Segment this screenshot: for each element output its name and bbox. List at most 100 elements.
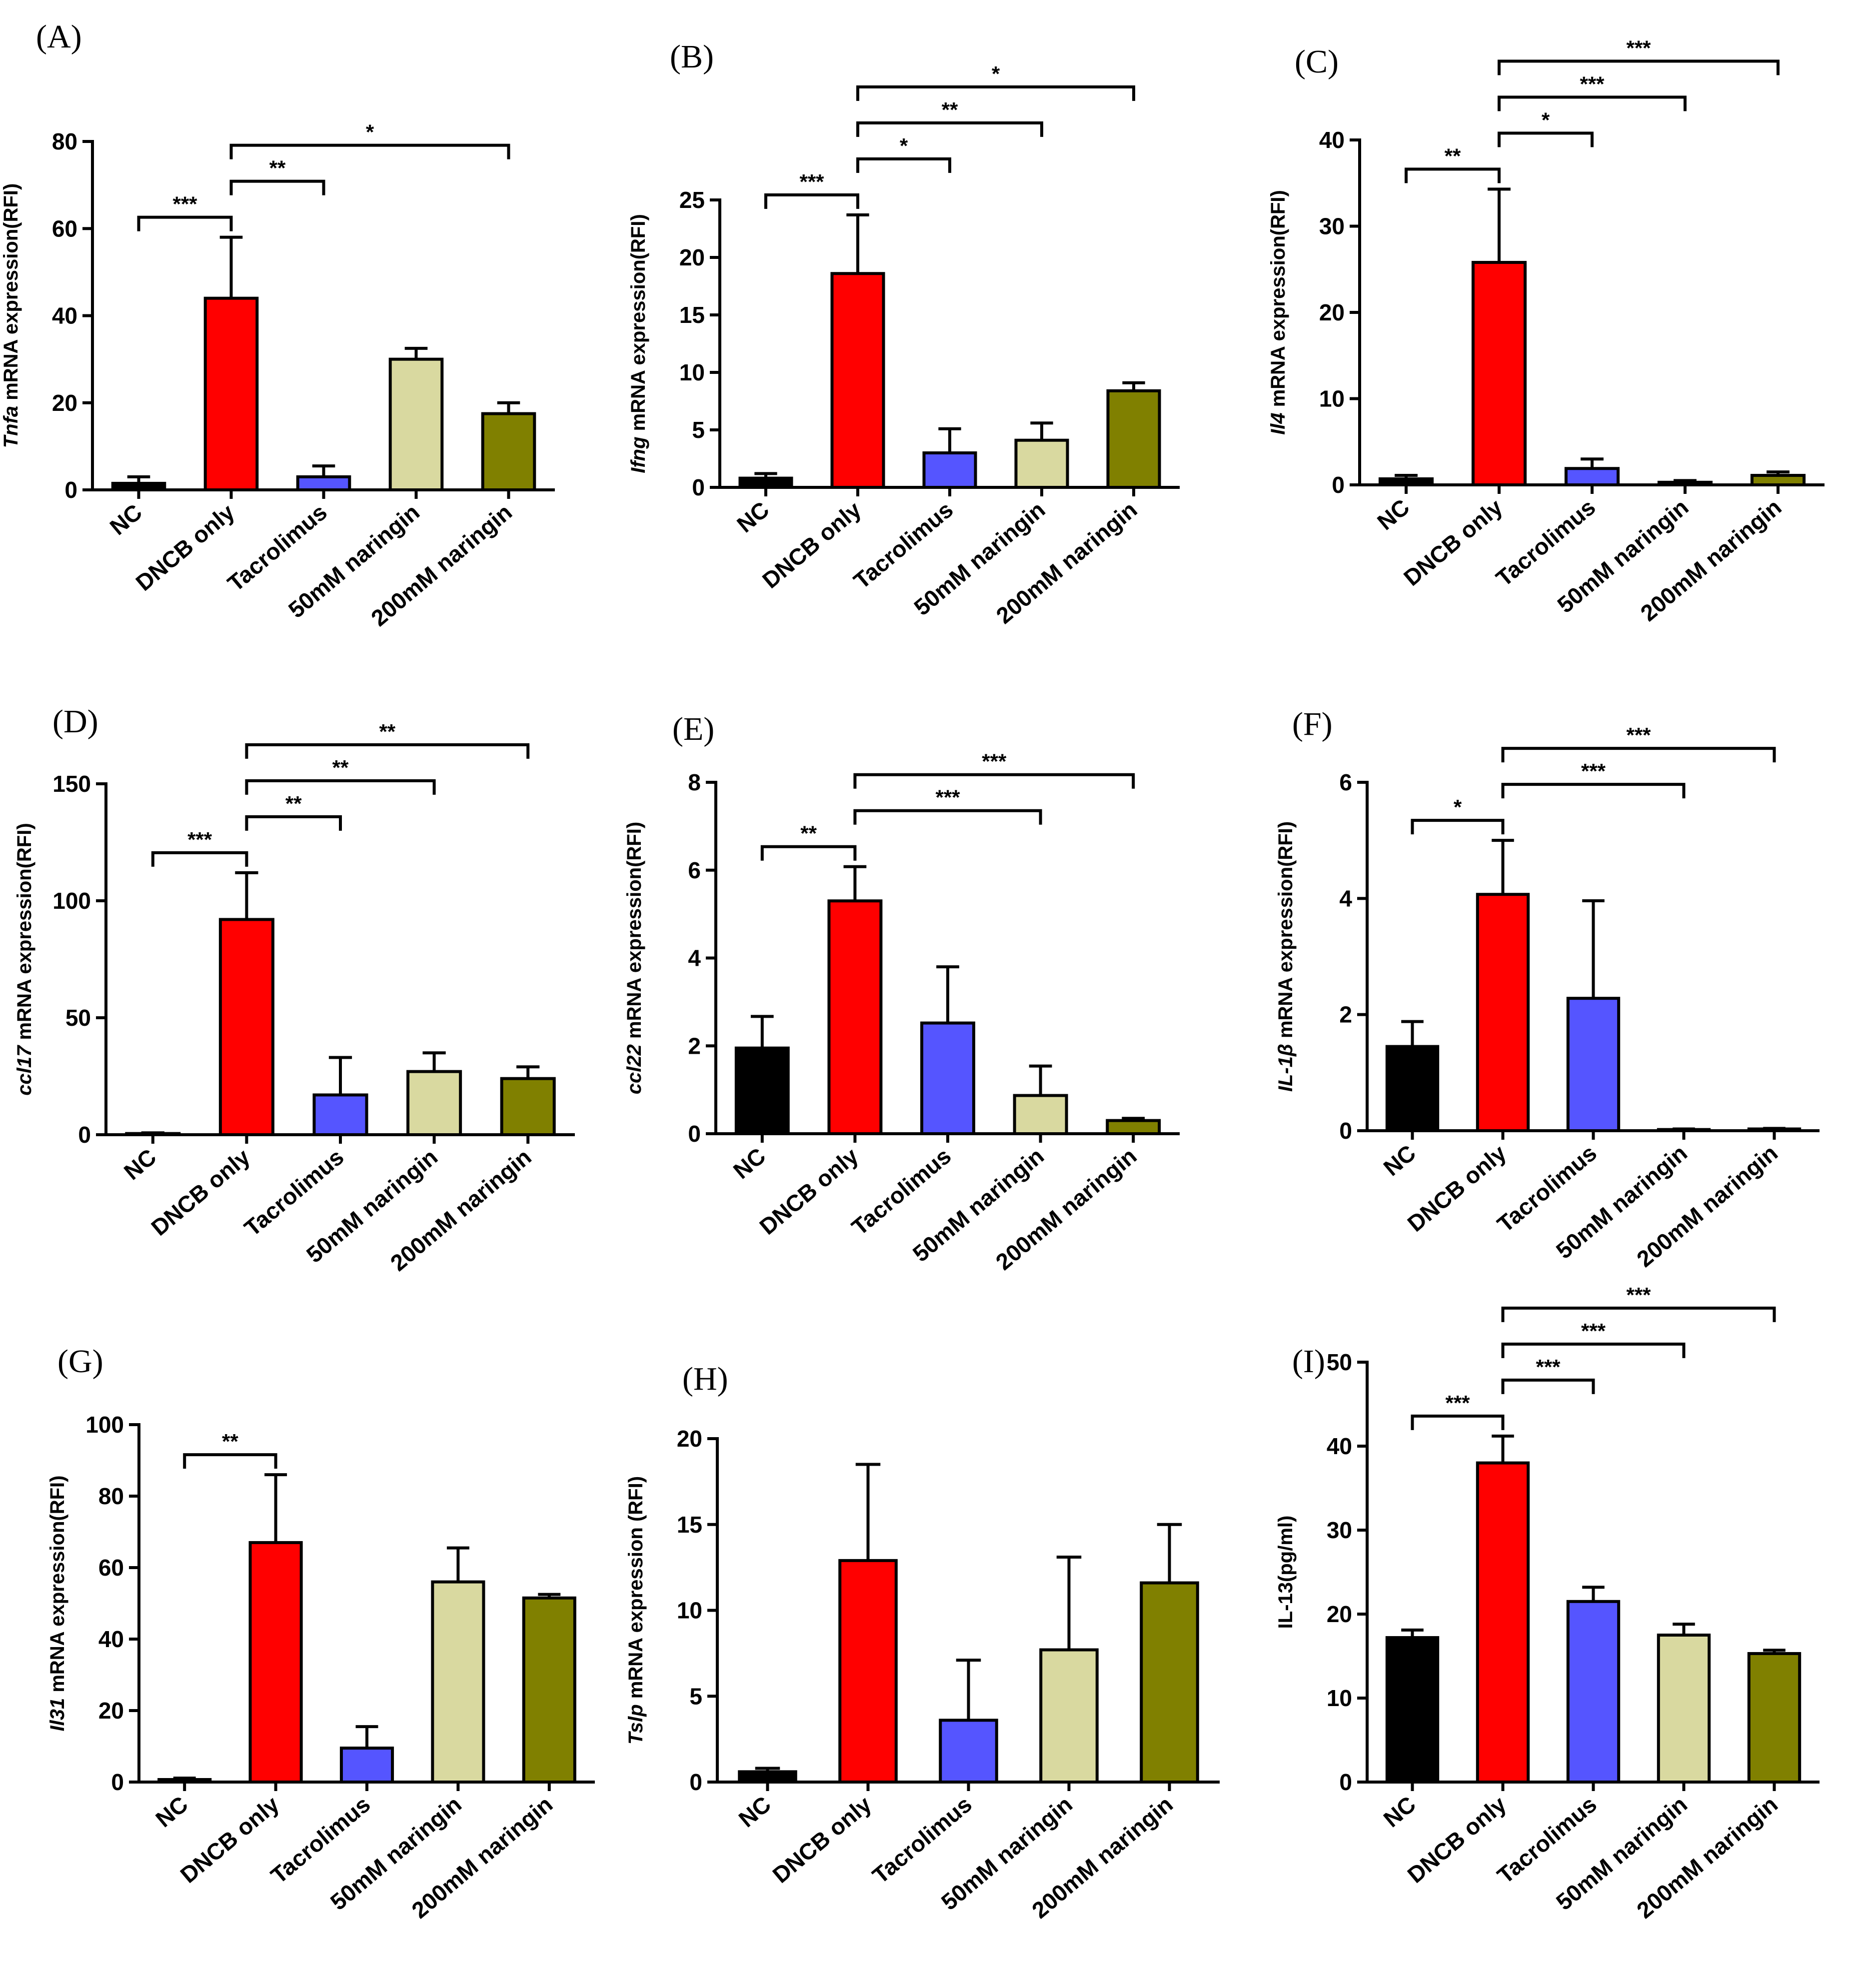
y-tick-label: 2	[688, 1033, 701, 1059]
panel-letter: (I)	[1292, 1343, 1325, 1380]
x-tick-label: Tacrolimus	[867, 1791, 977, 1889]
bar	[500, 1077, 556, 1136]
bar	[1013, 1094, 1068, 1136]
significance-label: *	[992, 62, 1000, 85]
bar	[388, 357, 444, 491]
bar	[1657, 1634, 1711, 1784]
y-tick-label: 10	[679, 359, 705, 385]
bar	[406, 1070, 462, 1136]
significance-label: **	[269, 156, 286, 180]
significance-label: ***	[1536, 1355, 1561, 1379]
panel-letter: (F)	[1292, 706, 1333, 742]
y-axis-label: ccl17 mRNA expression(RFI)	[13, 823, 35, 1095]
significance-bracket	[183, 1453, 277, 1469]
panel-letter: (E)	[672, 711, 714, 747]
significance-bracket	[137, 215, 233, 231]
y-axis-label-text: mRNA expression(RFI)	[1267, 190, 1289, 412]
y-tick-label: 0	[1332, 472, 1345, 498]
y-tick-label: 5	[689, 1683, 702, 1709]
bar	[1566, 997, 1621, 1132]
bar	[1385, 1045, 1440, 1133]
significance-label: ***	[1580, 72, 1605, 95]
x-tick-label: NC	[1379, 1140, 1421, 1181]
y-tick-label: 80	[52, 128, 77, 154]
panel-letter: (G)	[57, 1343, 103, 1380]
bar	[481, 412, 536, 491]
significance-bracket	[1501, 783, 1686, 799]
significance-label: **	[800, 822, 817, 845]
x-tick-label: NC	[119, 1144, 161, 1185]
x-tick-label: DNCB only	[1399, 494, 1508, 591]
y-tick-label: 20	[52, 390, 77, 416]
y-axis-label-text: mRNA expression(RFI)	[627, 214, 649, 436]
y-tick-label: 50	[65, 1005, 91, 1031]
significance-bracket	[856, 85, 1135, 101]
bar	[1747, 1652, 1802, 1784]
significance-bracket	[853, 773, 1135, 789]
y-axis-label-gene: Ifng	[627, 436, 649, 473]
y-tick-label: 15	[679, 302, 705, 328]
y-tick-label: 10	[1319, 386, 1345, 412]
significance-label: *	[1454, 795, 1462, 819]
bar	[248, 1541, 303, 1784]
y-tick-label: 8	[688, 769, 701, 795]
significance-bracket	[245, 743, 530, 759]
significance-label: ***	[799, 170, 824, 193]
y-tick-label: 30	[1327, 1517, 1352, 1543]
significance-bracket	[1501, 1378, 1595, 1394]
significance-bracket	[1501, 1342, 1686, 1358]
bar	[1014, 438, 1069, 489]
significance-bracket	[853, 809, 1042, 825]
x-tick-label: DNCB only	[767, 1791, 876, 1889]
y-tick-label: 0	[111, 1769, 124, 1795]
bar	[218, 918, 274, 1136]
y-tick-label: 6	[1339, 769, 1352, 795]
x-tick-label: DNCB only	[1402, 1791, 1511, 1889]
y-tick-label: 10	[1327, 1685, 1352, 1711]
significance-bracket	[1498, 95, 1687, 111]
significance-bracket	[245, 779, 436, 795]
y-axis-label: Tnfa mRNA expression(RFI)	[0, 183, 22, 448]
bar	[738, 1770, 797, 1784]
bar	[203, 296, 259, 492]
significance-bracket	[856, 121, 1043, 137]
y-tick-label: 60	[52, 215, 77, 241]
y-tick-label: 80	[98, 1483, 124, 1509]
y-tick-label: 0	[1339, 1769, 1352, 1795]
y-tick-label: 100	[52, 888, 91, 914]
significance-label: **	[332, 756, 349, 779]
bar	[1106, 1119, 1161, 1135]
y-tick-label: 10	[677, 1598, 702, 1624]
significance-label: **	[379, 720, 395, 743]
y-axis-label: ccl22 mRNA expression(RFI)	[623, 822, 645, 1094]
significance-label: **	[285, 792, 302, 815]
bar	[827, 899, 883, 1135]
y-axis-label: Tslp mRNA expression (RFI)	[625, 1476, 647, 1745]
bar	[431, 1580, 485, 1784]
significance-label: **	[222, 1430, 238, 1453]
bar	[522, 1596, 576, 1784]
bar	[296, 475, 351, 491]
x-tick-label: DNCB only	[175, 1791, 284, 1889]
panel-letter: (H)	[682, 1361, 728, 1397]
y-axis-label: Ifng mRNA expression(RFI)	[627, 214, 649, 473]
significance-bracket	[229, 143, 510, 159]
y-axis-label-text: mRNA expression(RFI)	[13, 823, 35, 1045]
x-tick-label: DNCB only	[757, 496, 866, 594]
significance-bracket	[856, 157, 951, 173]
bar	[312, 1093, 368, 1136]
significance-label: *	[1542, 108, 1550, 131]
x-tick-label: NC	[732, 496, 774, 538]
significance-label: ***	[187, 828, 212, 851]
significance-label: ***	[1626, 1283, 1651, 1307]
y-axis-label-gene: Tslp	[625, 1704, 647, 1745]
y-axis-label-gene: IL-1β	[1275, 1044, 1297, 1092]
bar	[1106, 389, 1161, 489]
bar	[339, 1747, 394, 1784]
panel-letter: (C)	[1295, 43, 1339, 80]
significance-bracket	[1411, 1414, 1505, 1430]
